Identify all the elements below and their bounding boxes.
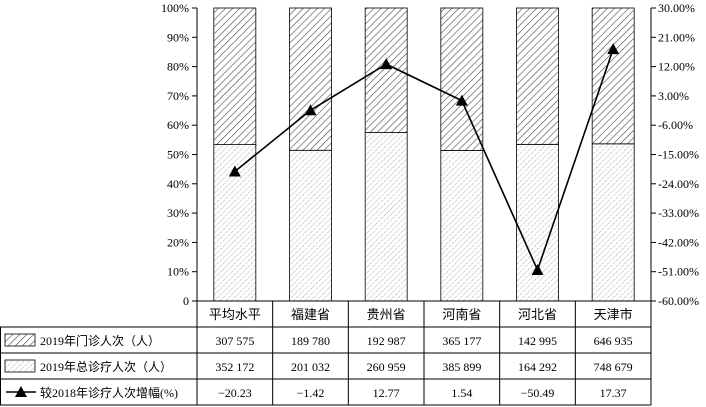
category-label: 天津市 bbox=[594, 307, 633, 322]
growth-marker-1 bbox=[304, 104, 317, 116]
right-tick-label: -6.00% bbox=[658, 118, 693, 132]
table-cell: 189 780 bbox=[291, 334, 330, 348]
table-cell: 260 959 bbox=[367, 360, 406, 374]
left-tick-label: 10% bbox=[167, 265, 189, 279]
right-tick-label: 3.00% bbox=[658, 89, 689, 103]
bar-total-visits-1 bbox=[289, 149, 332, 302]
right-tick-label: -51.00% bbox=[658, 265, 699, 279]
right-tick-label: -24.00% bbox=[658, 177, 699, 191]
table-cell: 201 032 bbox=[291, 360, 330, 374]
right-tick-label: 21.00% bbox=[658, 30, 695, 44]
right-tick-label: -33.00% bbox=[658, 206, 699, 220]
right-tick-label: 12.00% bbox=[658, 60, 695, 74]
bars-group bbox=[213, 7, 635, 302]
category-label: 河南省 bbox=[442, 307, 481, 322]
growth-marker-2 bbox=[380, 58, 393, 70]
table-cell: 12.77 bbox=[373, 386, 400, 400]
bar-total-visits-3 bbox=[440, 150, 484, 302]
left-tick-label: 80% bbox=[167, 60, 189, 74]
bar-total-visits-4 bbox=[516, 143, 559, 302]
category-label: 河北省 bbox=[518, 307, 557, 322]
growth-marker-5 bbox=[607, 43, 620, 55]
bar-total-visits-5 bbox=[591, 143, 635, 302]
left-tick-label: 90% bbox=[167, 30, 189, 44]
table-cell: 646 935 bbox=[594, 334, 633, 348]
right-tick-label: -60.00% bbox=[658, 294, 699, 308]
table-cell: 365 177 bbox=[442, 334, 481, 348]
right-y-axis: -60.00% -51.00% -42.00% -33.00% -24.00% -15.0… bbox=[650, 1, 699, 308]
right-tick-label: -15.00% bbox=[658, 148, 699, 162]
table-cell: −50.49 bbox=[521, 386, 555, 400]
table-cell: 1.54 bbox=[451, 386, 472, 400]
left-tick-label: 50% bbox=[167, 148, 189, 162]
bar-outpatient-4 bbox=[516, 7, 559, 145]
growth-marker-0 bbox=[228, 165, 241, 177]
row-label: 2019年门诊人次（人） bbox=[40, 333, 160, 348]
growth-marker-3 bbox=[455, 94, 468, 106]
bar-total-visits-2 bbox=[364, 132, 408, 302]
category-label: 福建省 bbox=[291, 307, 330, 322]
left-y-axis: 0 10% 20% 30% 40% 50% 60% 70% 80% 90% 100% bbox=[161, 1, 198, 308]
table-cell: 17.37 bbox=[600, 386, 627, 400]
bar-outpatient-1 bbox=[289, 7, 332, 151]
left-tick-label: 70% bbox=[167, 89, 189, 103]
growth-marker-4 bbox=[531, 264, 544, 276]
table-cell: 385 899 bbox=[442, 360, 481, 374]
bar-outpatient-5 bbox=[591, 7, 635, 145]
left-tick-label: 60% bbox=[167, 118, 189, 132]
legend-key-total-visits bbox=[4, 359, 36, 373]
table-cell: 142 995 bbox=[518, 334, 557, 348]
growth-line bbox=[234, 48, 614, 273]
table-cell: 748 679 bbox=[594, 360, 633, 374]
left-tick-label: 40% bbox=[167, 177, 189, 191]
left-tick-label: 30% bbox=[167, 206, 189, 220]
data-table: 平均水平 福建省 贵州省 河南省 河北省 天津市 2019年门诊人次（人） 2019年总诊疗人… bbox=[0, 300, 652, 406]
legend-key-outpatient bbox=[4, 333, 36, 347]
left-tick-label: 0 bbox=[183, 294, 189, 308]
right-tick-label: -42.00% bbox=[658, 235, 699, 249]
table-cell: −20.23 bbox=[218, 386, 252, 400]
growth-line-group bbox=[228, 43, 620, 276]
category-label: 平均水平 bbox=[209, 307, 261, 322]
bar-outpatient-3 bbox=[440, 7, 484, 151]
left-tick-label: 20% bbox=[167, 235, 189, 249]
bar-outpatient-0 bbox=[213, 7, 257, 145]
right-tick-label: 30.00% bbox=[658, 1, 695, 15]
table-cell: 352 172 bbox=[215, 360, 254, 374]
left-tick-label: 100% bbox=[161, 1, 189, 15]
table-cell: −1.42 bbox=[297, 386, 325, 400]
category-label: 贵州省 bbox=[367, 307, 406, 322]
table-cell: 307 575 bbox=[215, 334, 254, 348]
table-cell: 164 292 bbox=[518, 360, 557, 374]
table-cell: 192 987 bbox=[367, 334, 406, 348]
bar-outpatient-2 bbox=[364, 7, 408, 133]
legend-key-growth-marker bbox=[15, 386, 27, 397]
row-label: 较2018年诊疗人次增幅(%) bbox=[40, 385, 178, 400]
row-label: 2019年总诊疗人次（人） bbox=[40, 360, 172, 374]
